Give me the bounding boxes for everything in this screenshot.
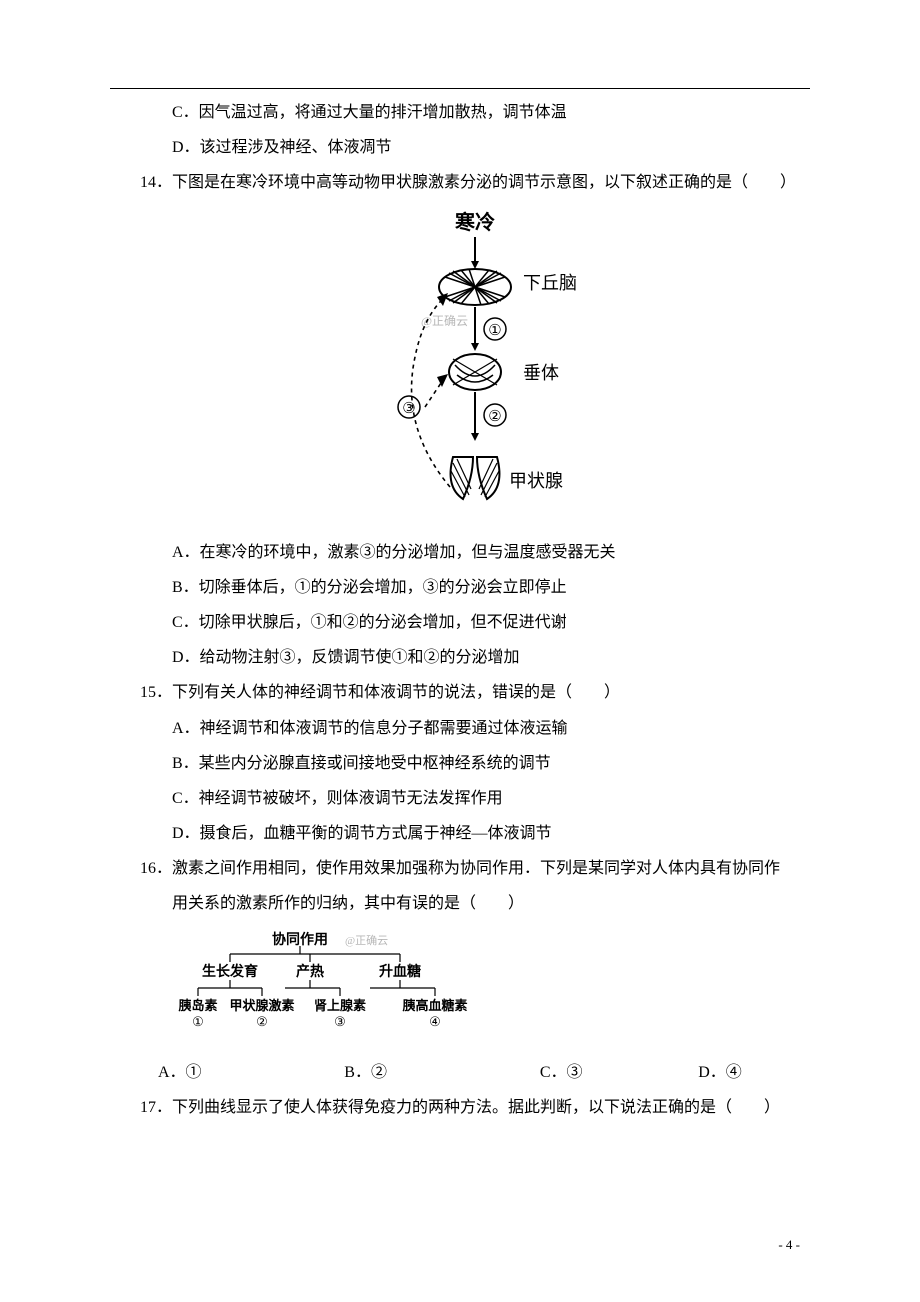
row2-4: 胰高血糖素 [402,998,467,1013]
q15-option-d: D．摄食后，血糖平衡的调节方式属于神经—体液调节 [140,816,810,851]
cold-label: 寒冷 [455,210,495,234]
thyroid-icon [451,457,500,499]
q16-option-c: C．③ [540,1055,698,1090]
row2-1: 胰岛素 [178,998,217,1013]
q14-diagram: 寒冷 下丘脑 @正确云 ① [345,207,605,527]
q15-option-c: C．神经调节被破坏，则体液调节无法发挥作用 [140,781,810,816]
q14-option-c: C．切除甲状腺后，①和②的分泌会增加，但不促进代谢 [140,605,810,640]
n3: ③ [334,1014,346,1029]
row1-1: 生长发育 [202,963,258,980]
num-3: ③ [402,401,415,417]
feedback-arrowhead-mid [437,374,448,387]
syn-top: 协同作用 [272,931,328,948]
arrowhead-3 [471,433,479,441]
header-rule [110,88,810,89]
hypothalamus-label: 下丘脑 [523,273,577,293]
num-2: ② [488,409,501,425]
q14-option-b: B．切除垂体后，①的分泌会增加，③的分泌会立即停止 [140,570,810,605]
q14-stem: 14．下图是在寒冷环境中高等动物甲状腺激素分泌的调节示意图，以下叙述正确的是（ … [140,165,810,200]
q16-stem-line2: 用关系的激素所作的归纳，其中有误的是（ ） [172,886,810,921]
q15-stem: 15．下列有关人体的神经调节和体液调节的说法，错误的是（ ） [140,675,810,710]
row2-3: 肾上腺素 [314,998,366,1013]
watermark-2: @正确云 [345,934,388,947]
q15-option-b: B．某些内分泌腺直接或间接地受中枢神经系统的调节 [140,746,810,781]
q16-options: A．① B．② C．③ D．④ [140,1055,810,1090]
num-1: ① [488,323,501,339]
q16-diagram: 协同作用 @正确云 生长发育 产热 升血糖 [170,928,470,1038]
thyroid-label: 甲状腺 [509,471,563,491]
q15-option-a: A．神经调节和体液调节的信息分子都需要通过体液运输 [140,711,810,746]
q16-diagram-wrap: 协同作用 @正确云 生长发育 产热 升血糖 [170,928,810,1051]
arrowhead-2 [471,343,479,351]
q14-diagram-wrap: 寒冷 下丘脑 @正确云 ① [140,207,810,527]
n2: ② [256,1014,268,1029]
watermark-1: @正确云 [421,314,468,328]
arrowhead-1 [471,261,479,269]
row2-2: 甲状腺激素 [229,998,294,1013]
q14-option-d: D．给动物注射③，反馈调节使①和②的分泌增加 [140,640,810,675]
q16-option-d: D．④ [698,1055,810,1090]
n4: ④ [429,1014,441,1029]
q16-stem-line1: 16．激素之间作用相同，使作用效果加强称为协同作用．下列是某同学对人体内具有协同… [140,851,810,886]
hypothalamus-icon [439,269,511,305]
q16-option-b: B．② [344,1055,540,1090]
q17-stem: 17．下列曲线显示了使人体获得免疫力的两种方法。据此判断，以下说法正确的是（ ） [140,1090,810,1125]
pituitary-label: 垂体 [523,363,559,383]
row1-2: 产热 [296,963,324,980]
page-content: C．因气温过高，将通过大量的排汗增加散热，调节体温 D．该过程涉及神经、体液凋节… [0,0,920,1125]
page-number: - 4 - [778,1231,800,1260]
q13-option-c: C．因气温过高，将通过大量的排汗增加散热，调节体温 [140,95,810,130]
q13-option-d: D．该过程涉及神经、体液凋节 [140,130,810,165]
q16-option-a: A．① [158,1055,344,1090]
pituitary-icon [449,354,501,390]
q14-option-a: A．在寒冷的环境中，激素③的分泌增加，但与温度感受器无关 [140,535,810,570]
n1: ① [192,1014,204,1029]
row1-3: 升血糖 [379,963,421,980]
